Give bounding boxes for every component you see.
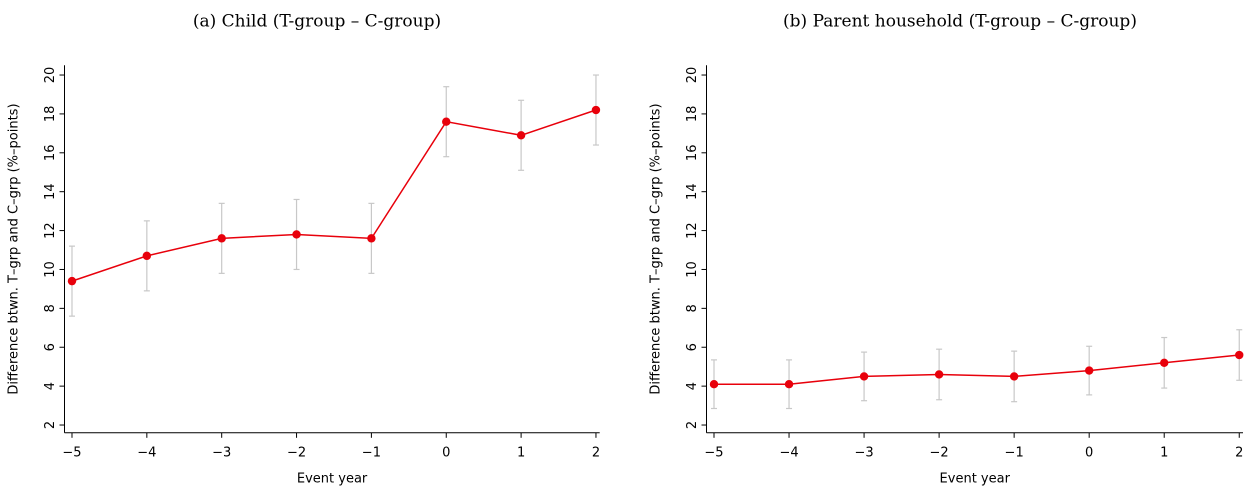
y-tick-label: 10 bbox=[43, 261, 58, 278]
y-tick-label: 14 bbox=[685, 183, 700, 200]
y-tick-label: 20 bbox=[685, 67, 700, 84]
point bbox=[367, 234, 376, 243]
series-line bbox=[714, 354, 1240, 385]
point bbox=[142, 251, 152, 261]
y-tick-label: 18 bbox=[685, 106, 700, 123]
y-tick-label: 18 bbox=[43, 106, 58, 123]
point bbox=[591, 105, 601, 115]
y-tick-label: 16 bbox=[43, 145, 58, 162]
y-tick-label: 20 bbox=[43, 67, 58, 84]
point bbox=[67, 276, 77, 286]
x-tick-label: −5 bbox=[62, 445, 81, 460]
chart-title: (a) Child (T-group – C-group) bbox=[193, 12, 441, 32]
x-tick-label: 1 bbox=[1160, 445, 1168, 460]
y-tick-label: 10 bbox=[685, 261, 700, 278]
y-tick-label: 16 bbox=[685, 145, 700, 162]
point bbox=[709, 379, 719, 389]
chart-title: (b) Parent household (T-group – C-group) bbox=[783, 12, 1137, 32]
x-tick-label: −2 bbox=[930, 445, 949, 460]
point bbox=[784, 379, 794, 389]
x-tick-label: −3 bbox=[212, 445, 231, 460]
y-tick-label: 14 bbox=[43, 183, 58, 200]
point bbox=[1160, 358, 1169, 367]
x-tick-label: −5 bbox=[704, 445, 723, 460]
x-tick-label: −3 bbox=[854, 445, 873, 460]
point bbox=[442, 117, 451, 126]
x-tick-label: −1 bbox=[1005, 445, 1024, 460]
point bbox=[292, 230, 301, 239]
y-tick-label: 4 bbox=[43, 382, 58, 390]
y-tick-label: 4 bbox=[685, 382, 700, 390]
y-tick-label: 8 bbox=[43, 304, 58, 312]
x-axis-label: Event year bbox=[940, 472, 1011, 487]
x-tick-label: 1 bbox=[517, 445, 525, 460]
y-axis-label: Difference btwn. T–grp and C–grp (%–poin… bbox=[649, 103, 664, 394]
y-tick-label: 6 bbox=[43, 343, 58, 351]
x-axis-label: Event year bbox=[297, 472, 368, 487]
x-tick-label: −2 bbox=[287, 445, 306, 460]
y-tick-label: 2 bbox=[43, 421, 58, 429]
series-line bbox=[71, 109, 597, 282]
point bbox=[859, 372, 869, 381]
x-tick-label: 0 bbox=[442, 445, 450, 460]
y-axis-label: Difference btwn. T–grp and C–grp (%–poin… bbox=[7, 103, 22, 394]
y-tick-label: 2 bbox=[685, 421, 700, 429]
y-tick-label: 6 bbox=[685, 343, 700, 351]
point bbox=[1235, 350, 1244, 360]
x-tick-label: −1 bbox=[362, 445, 381, 460]
x-tick-label: 0 bbox=[1085, 445, 1093, 460]
x-tick-label: −4 bbox=[779, 445, 798, 460]
point bbox=[1009, 372, 1019, 381]
y-tick-label: 12 bbox=[685, 222, 700, 239]
point bbox=[516, 131, 526, 140]
x-tick-label: −4 bbox=[137, 445, 156, 460]
y-tick-label: 8 bbox=[685, 304, 700, 312]
point bbox=[217, 234, 226, 243]
point bbox=[934, 370, 944, 379]
point bbox=[1084, 366, 1094, 375]
y-tick-label: 12 bbox=[43, 222, 58, 239]
x-tick-label: 2 bbox=[592, 445, 600, 460]
x-tick-label: 2 bbox=[1235, 445, 1243, 460]
